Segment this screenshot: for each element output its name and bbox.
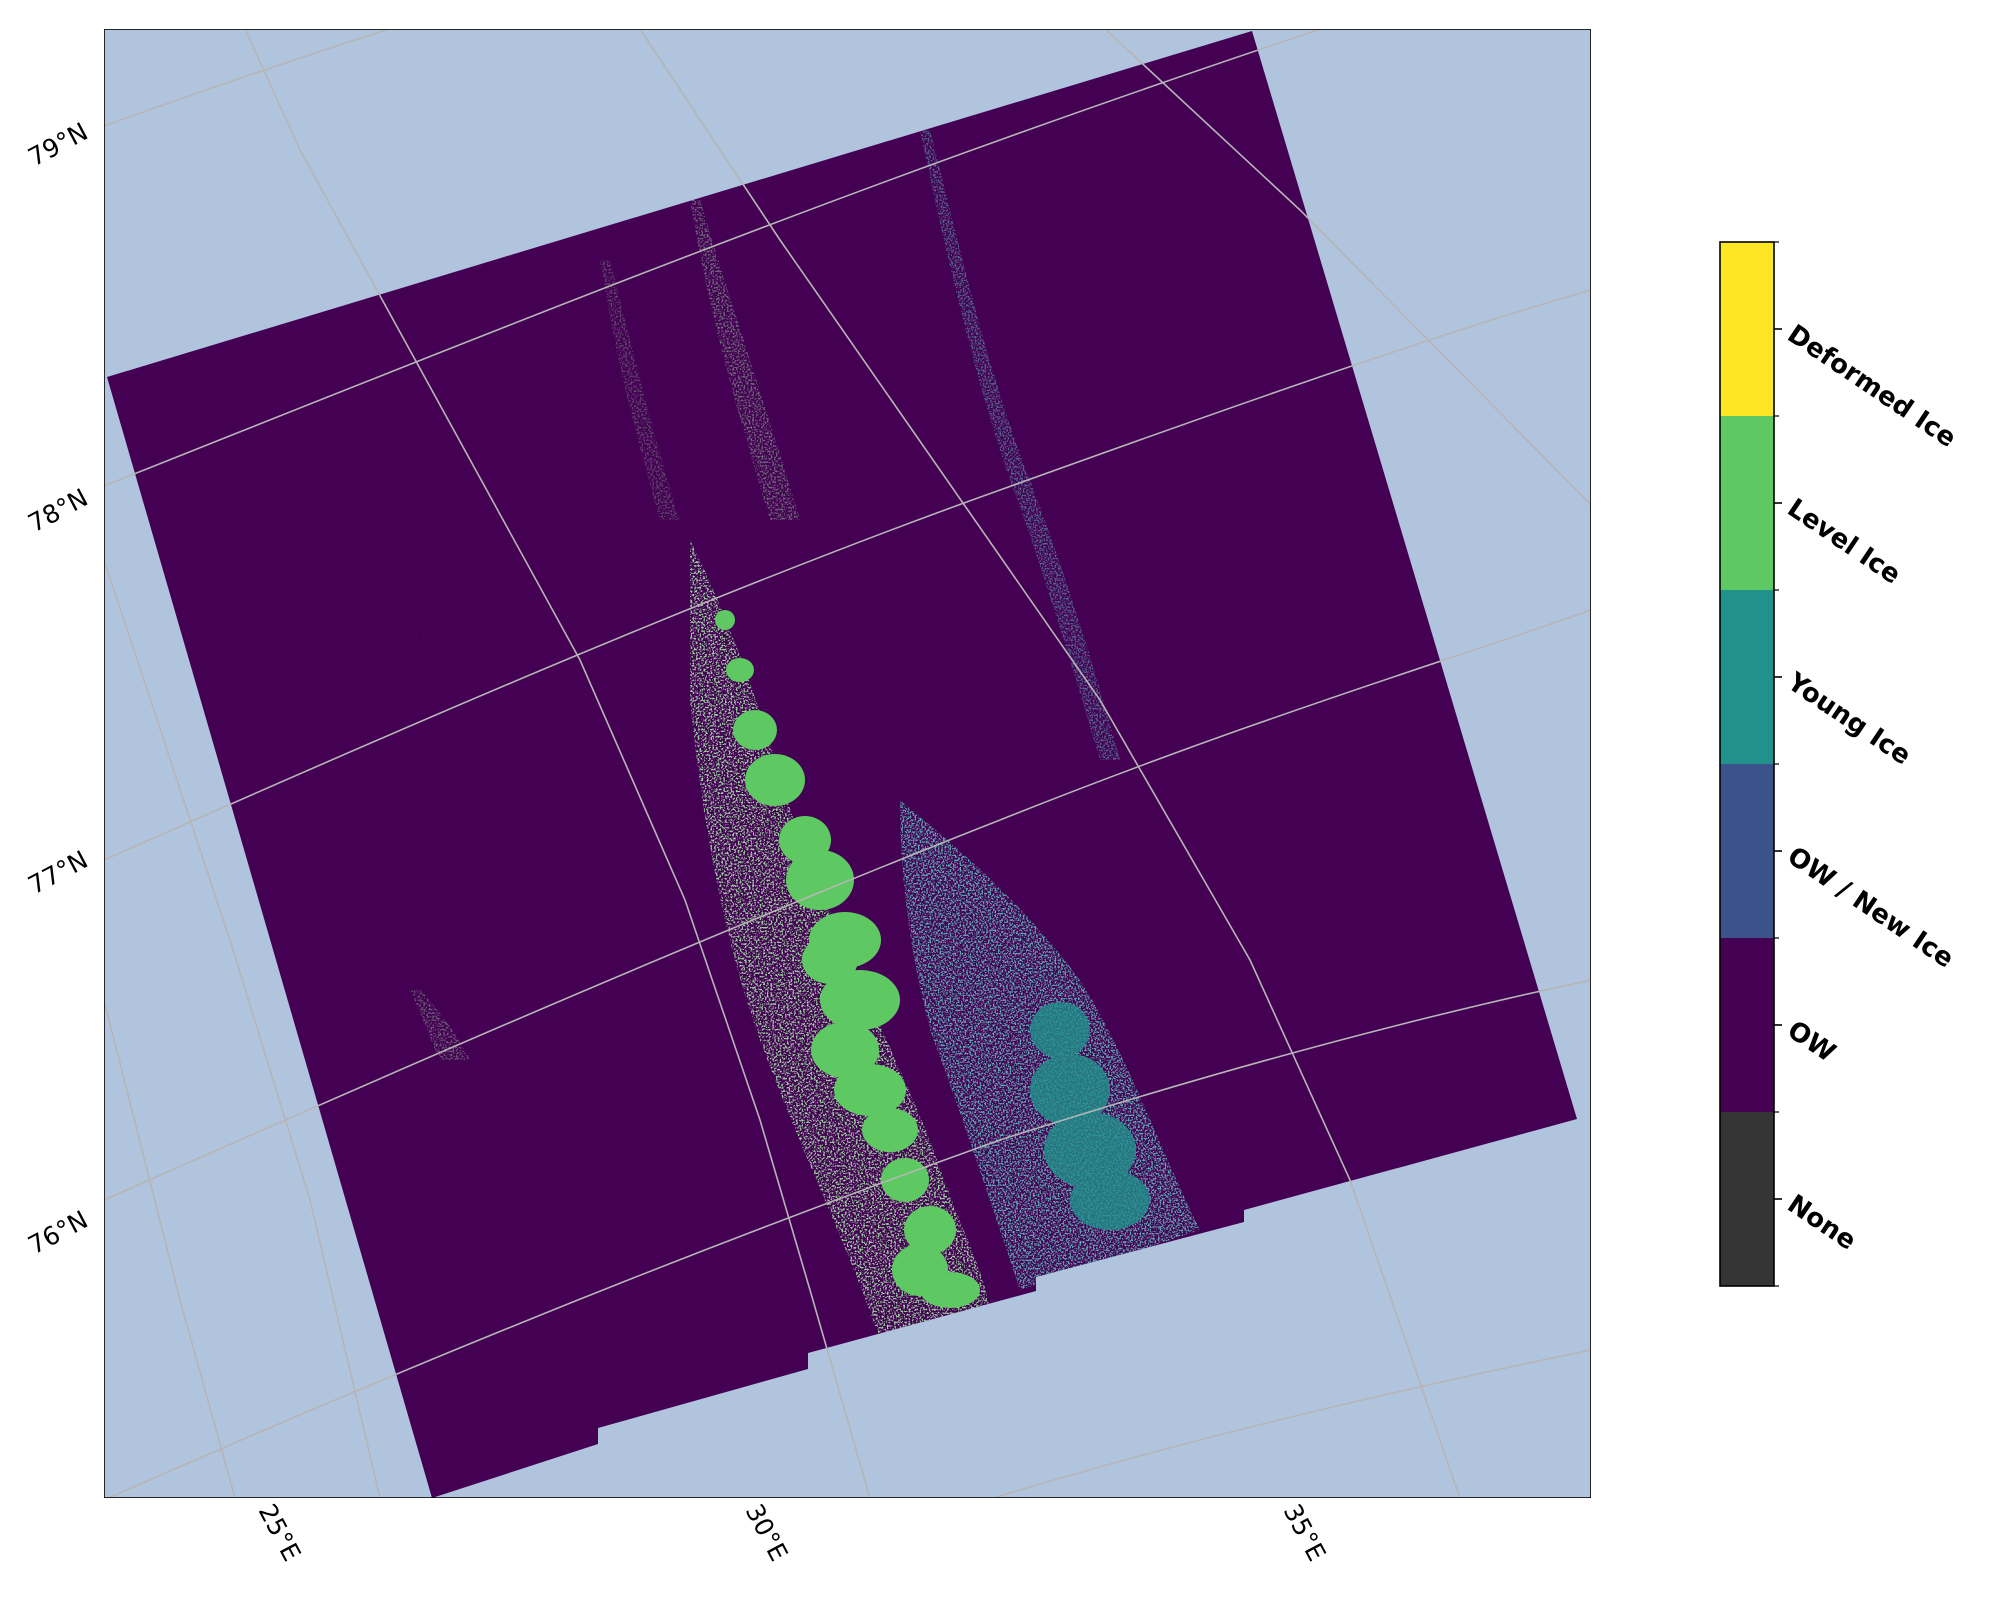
colorbar-swatch xyxy=(1720,1112,1774,1286)
lon-label-35e: 35°E xyxy=(1278,1499,1332,1566)
colorbar-label: None xyxy=(1782,1189,1862,1256)
lon-label-30e: 30°E xyxy=(740,1499,794,1566)
lat-label-78n: 78°N xyxy=(23,483,92,538)
colorbar-label: OW xyxy=(1782,1015,1841,1068)
colorbar-swatch xyxy=(1720,416,1774,590)
colorbar-swatch xyxy=(1720,938,1774,1112)
colorbar-label: Deformed Ice xyxy=(1782,319,1962,454)
colorbar-label: Young Ice xyxy=(1781,667,1916,772)
lat-label-76n: 76°N xyxy=(23,1205,92,1260)
lat-label-77n: 77°N xyxy=(23,845,92,900)
map-axes xyxy=(100,0,1600,1600)
longitude-labels: 25°E 30°E 35°E xyxy=(253,1499,1332,1566)
latitude-labels: 79°N 78°N 77°N 76°N xyxy=(23,117,92,1260)
colorbar-swatch xyxy=(1720,590,1774,764)
colorbar-swatch xyxy=(1720,764,1774,938)
colorbar: None OW OW / New Ice Young Ice Level Ice Defo… xyxy=(1720,242,1961,1286)
lon-label-25e: 25°E xyxy=(253,1499,307,1566)
colorbar-label: OW / New Ice xyxy=(1782,841,1959,974)
colorbar-swatch xyxy=(1720,242,1774,416)
colorbar-label: Level Ice xyxy=(1782,493,1906,590)
lat-label-79n: 79°N xyxy=(23,117,92,172)
